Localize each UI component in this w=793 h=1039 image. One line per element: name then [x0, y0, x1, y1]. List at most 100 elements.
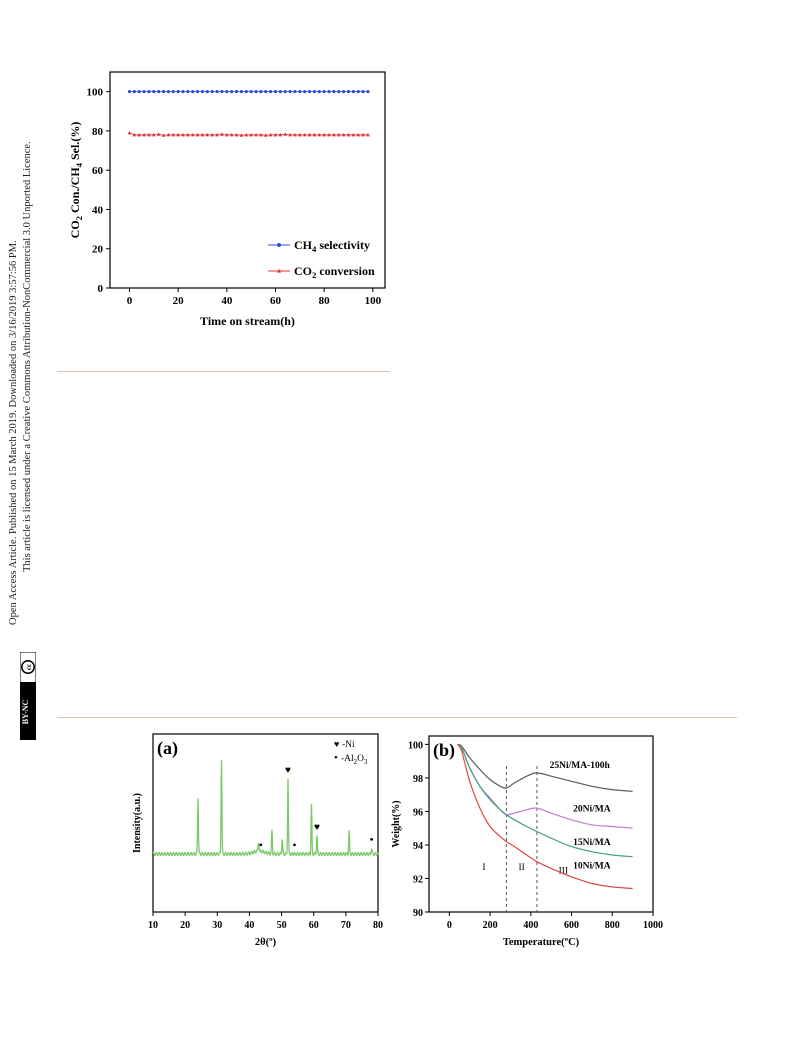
- legend-al2o3-label-part: 2: [354, 759, 358, 766]
- ch4-selectivity-point: [356, 90, 360, 94]
- co2-conversion-point: [127, 130, 132, 135]
- co2-conversion-point: [181, 132, 185, 137]
- co2-conversion-point: [317, 132, 322, 137]
- co2-conversion-point: [137, 132, 142, 137]
- series-label: 15Ni/MA: [573, 838, 611, 848]
- co2-conversion-point: [336, 132, 341, 137]
- legend-co2-label-part: CO: [294, 264, 312, 278]
- co2-conversion-point: [351, 132, 356, 137]
- co2-conversion-point: [239, 133, 244, 137]
- x-axis-label: 2θ(º): [255, 937, 277, 948]
- y-axis-label-part: Con./CH: [68, 167, 82, 216]
- co2-conversion-point: [312, 132, 317, 137]
- x-tick-label: 60: [309, 920, 319, 931]
- region-label: III: [559, 866, 569, 876]
- x-tick-label: 800: [605, 920, 620, 931]
- x-tick-label: 60: [270, 295, 282, 307]
- x-tick-label: 20: [180, 920, 190, 931]
- x-tick-label: 80: [319, 295, 331, 307]
- ch4-selectivity-point: [293, 90, 297, 94]
- legend-co2-label-part: 2: [312, 270, 316, 280]
- separator-rule-1: [57, 371, 390, 372]
- co2-conversion-point: [298, 132, 302, 137]
- x-tick-label: 1000: [643, 920, 663, 931]
- co2-conversion-point: [263, 133, 268, 137]
- y-tick-label: 100: [408, 740, 423, 751]
- x-tick-label: 10: [148, 920, 158, 931]
- y-axis-label-part: Sel.(%): [68, 122, 82, 163]
- ch4-selectivity-point: [366, 90, 370, 94]
- co2-conversion-point: [283, 132, 288, 136]
- legend-ch4-label-part: CH: [294, 238, 313, 252]
- ch4-selectivity-point: [332, 90, 336, 94]
- co2-conversion-point: [249, 132, 253, 137]
- ch4-selectivity-point: [157, 90, 161, 94]
- ch4-selectivity-point: [210, 90, 214, 94]
- cc-icon: [21, 660, 35, 674]
- ch4-selectivity-point: [254, 90, 258, 94]
- co2-conversion-point: [225, 132, 229, 137]
- series-label: 25Ni/MA-100h: [550, 761, 611, 771]
- region-label: II: [518, 863, 524, 873]
- co2-conversion-point: [273, 132, 278, 137]
- license-statement: This article is licensed under a Creativ…: [22, 141, 33, 572]
- co2-conversion-point: [234, 132, 239, 137]
- ch4-selectivity-point: [234, 90, 239, 94]
- legend-co2-marker: [277, 268, 281, 273]
- co2-conversion-point: [171, 132, 176, 137]
- x-tick-label: 100: [365, 295, 382, 307]
- phase-marker: ♥: [285, 765, 291, 776]
- ch4-selectivity-point: [127, 90, 132, 94]
- ch4-selectivity-point: [205, 90, 209, 94]
- legend-ch4-label-part: selectivity: [316, 238, 370, 252]
- legend-al2o3-symbol: •: [334, 752, 338, 764]
- co2-conversion-point: [268, 132, 273, 137]
- panel-label: (a): [157, 738, 178, 759]
- legend-al2o3-label-part: 3: [364, 759, 368, 766]
- y-tick-label: 94: [413, 841, 423, 852]
- separator-rule-2: [57, 717, 737, 718]
- ch4-selectivity-point: [171, 90, 175, 94]
- series-label: 10Ni/MA: [573, 861, 611, 871]
- legend-al2o3-label: -Al2O3: [341, 754, 368, 766]
- ch4-selectivity-point: [303, 90, 307, 94]
- co2-conversion-point: [327, 132, 331, 137]
- y-axis-label: Weight(%): [391, 800, 402, 847]
- plot-frame: [109, 71, 386, 289]
- co2-conversion-point: [346, 132, 351, 137]
- legend-ni-label: -Ni: [342, 740, 355, 750]
- region-label: I: [482, 863, 485, 873]
- y-tick-label: 100: [87, 87, 104, 99]
- co2-conversion-point: [152, 132, 156, 137]
- x-tick-label: 50: [277, 920, 287, 931]
- y-axis-label: CO2 Con./CH4 Sel.(%): [68, 122, 84, 239]
- x-tick-label: 0: [447, 920, 452, 931]
- ch4-selectivity-point: [298, 90, 302, 94]
- ch4-selectivity-point: [288, 90, 292, 94]
- ch4-selectivity-point: [239, 90, 244, 94]
- x-tick-label: 400: [523, 920, 538, 931]
- x-tick-label: 30: [212, 920, 222, 931]
- ch4-selectivity-point: [200, 90, 205, 94]
- co2-conversion-point: [142, 132, 146, 137]
- phase-marker: •: [369, 832, 373, 846]
- cc-symbol: cc: [25, 664, 33, 670]
- y-tick-label: 90: [413, 908, 423, 919]
- ch4-selectivity-point: [244, 90, 248, 94]
- x-tick-label: 80: [373, 920, 383, 931]
- y-axis-label-part: 2: [74, 216, 84, 220]
- co2-conversion-point: [195, 132, 200, 137]
- ch4-selectivity-point: [230, 90, 234, 94]
- legend-ni-symbol: ♥: [334, 739, 339, 749]
- tga-curve-10ni-ma: [456, 744, 633, 890]
- co2-conversion-point: [200, 132, 205, 137]
- ch4-selectivity-point: [132, 90, 136, 94]
- ch4-selectivity-point: [166, 90, 171, 94]
- y-axis-label-part: CO: [68, 220, 82, 238]
- x-axis-label: Temperature(ºC): [503, 937, 580, 948]
- co2-conversion-line: [129, 132, 368, 136]
- ch4-selectivity-point: [264, 90, 268, 94]
- ch4-selectivity-point: [351, 90, 355, 94]
- y-tick-label: 98: [413, 774, 423, 785]
- co2-conversion-point: [156, 132, 161, 136]
